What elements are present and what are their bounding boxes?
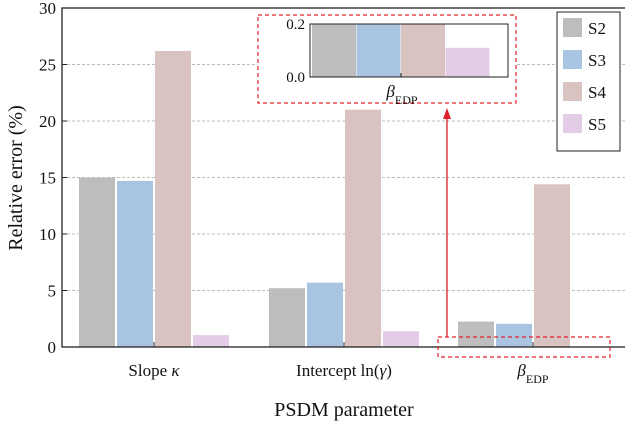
inset-x-label: βEDP — [385, 82, 417, 107]
legend-swatch-s3 — [563, 50, 582, 69]
inset-bar — [445, 47, 490, 77]
bars — [79, 50, 570, 347]
y-axis-ticks: 0 5 10 15 20 25 30 — [39, 0, 67, 357]
legend-swatch-s4 — [563, 82, 582, 101]
bar-s2 — [269, 288, 305, 347]
inset-chart: 0.0 0.2 βEDP — [257, 14, 517, 107]
y-tick-label: 5 — [48, 282, 57, 301]
bar-s4 — [345, 109, 381, 347]
x-tick-label: Slope κ — [128, 361, 180, 380]
bar-s2 — [458, 321, 494, 347]
y-tick-label: 20 — [39, 112, 56, 131]
inset-bar — [356, 24, 401, 77]
bar-s3 — [307, 282, 343, 347]
x-tick-label: Intercept ln(γ) — [296, 361, 392, 380]
x-axis-label: PSDM parameter — [274, 399, 414, 421]
grid-lines — [62, 64, 625, 291]
legend-label-s3: S3 — [588, 51, 606, 70]
y-axis-label: Relative error (%) — [5, 105, 27, 250]
y-tick-label: 30 — [39, 0, 56, 18]
y-tick-label: 25 — [39, 56, 56, 75]
y-tick-label: 0 — [48, 338, 57, 357]
inset-y-tick-label: 0.2 — [286, 17, 305, 33]
inset-bar — [401, 24, 445, 77]
inset-frame — [309, 23, 509, 78]
arrow-head — [443, 108, 451, 119]
legend: S2 S3 S4 S5 — [556, 11, 621, 152]
highlight-box — [437, 336, 611, 358]
bar-s5 — [193, 335, 229, 347]
bar-s3 — [117, 180, 153, 347]
bar-s2 — [79, 177, 115, 347]
highlight-annotation — [437, 108, 611, 358]
bar-s4 — [155, 50, 191, 347]
legend-swatch-s5 — [563, 114, 582, 133]
inset-bar — [312, 24, 356, 77]
legend-label-s4: S4 — [588, 83, 606, 102]
bar-s5 — [383, 331, 419, 347]
bar-s4 — [534, 184, 570, 347]
legend-swatch-s2 — [563, 18, 582, 37]
inset-y-tick-label: 0.0 — [286, 70, 305, 86]
legend-label-s5: S5 — [588, 115, 606, 134]
legend-label-s2: S2 — [588, 19, 606, 38]
y-tick-label: 15 — [39, 169, 56, 188]
bar-s3 — [496, 323, 532, 347]
y-tick-label: 10 — [39, 225, 56, 244]
x-axis-ticks: Slope κ Intercept ln(γ) βEDP — [128, 342, 549, 386]
x-tick-label: βEDP — [516, 361, 548, 386]
